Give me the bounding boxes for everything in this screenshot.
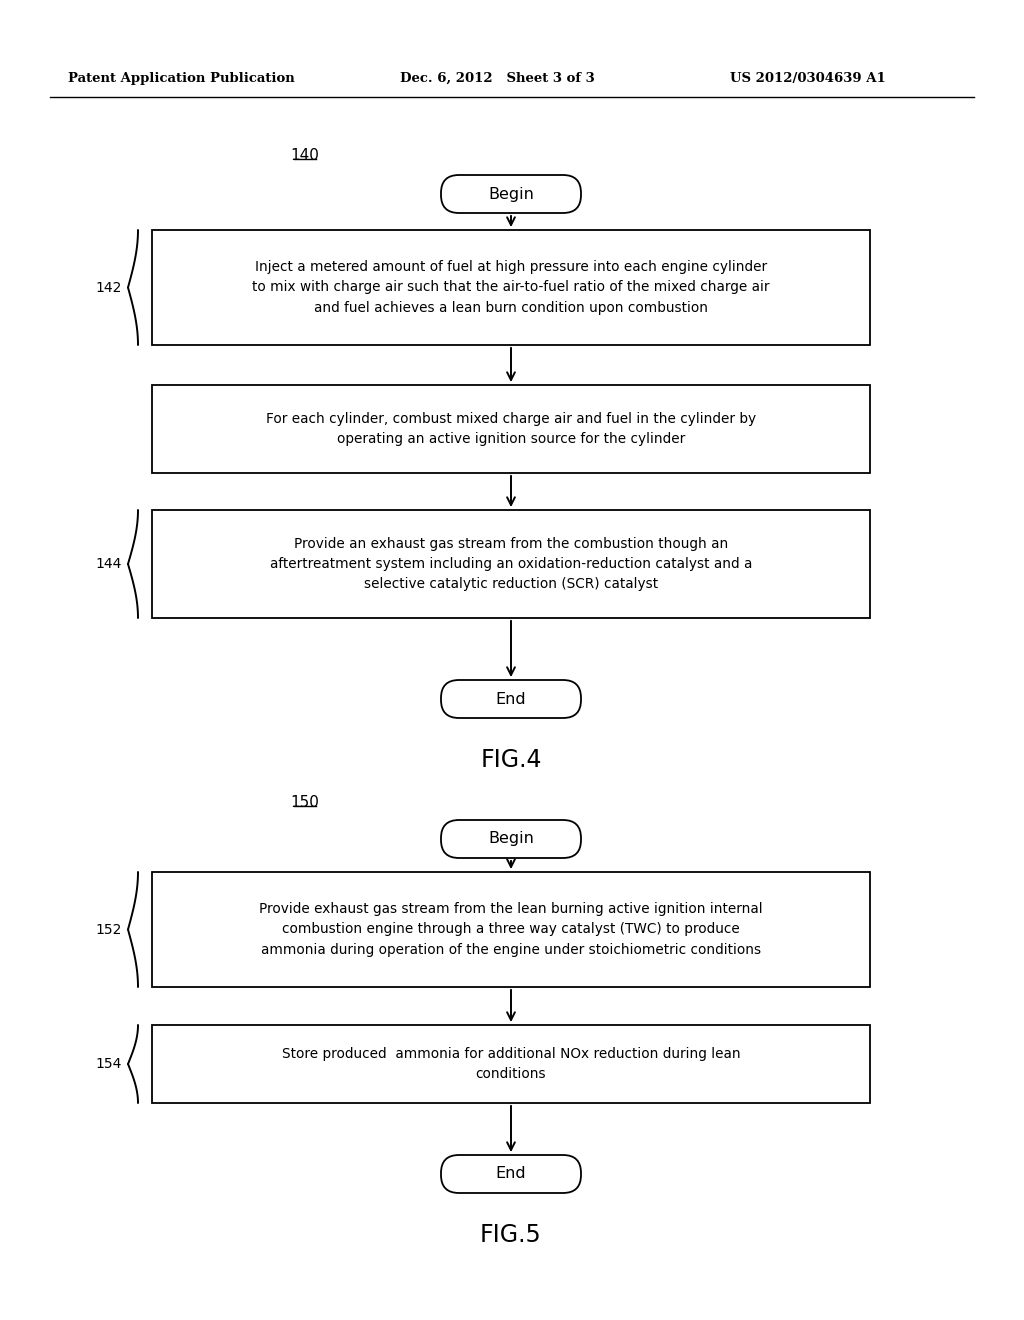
Text: 154: 154 <box>95 1057 122 1071</box>
Text: For each cylinder, combust mixed charge air and fuel in the cylinder by
operatin: For each cylinder, combust mixed charge … <box>266 412 756 446</box>
Text: 142: 142 <box>95 281 122 294</box>
FancyBboxPatch shape <box>152 873 870 987</box>
Text: Begin: Begin <box>488 186 534 202</box>
FancyBboxPatch shape <box>441 820 581 858</box>
Text: Dec. 6, 2012   Sheet 3 of 3: Dec. 6, 2012 Sheet 3 of 3 <box>400 73 595 84</box>
FancyBboxPatch shape <box>441 680 581 718</box>
Text: End: End <box>496 1167 526 1181</box>
Text: FIG.5: FIG.5 <box>480 1224 542 1247</box>
Text: US 2012/0304639 A1: US 2012/0304639 A1 <box>730 73 886 84</box>
Text: Store produced  ammonia for additional NOx reduction during lean
conditions: Store produced ammonia for additional NO… <box>282 1047 740 1081</box>
FancyBboxPatch shape <box>152 230 870 345</box>
Text: End: End <box>496 692 526 706</box>
Text: Inject a metered amount of fuel at high pressure into each engine cylinder
to mi: Inject a metered amount of fuel at high … <box>252 260 770 314</box>
Text: Patent Application Publication: Patent Application Publication <box>68 73 295 84</box>
FancyBboxPatch shape <box>441 1155 581 1193</box>
FancyBboxPatch shape <box>152 510 870 618</box>
FancyBboxPatch shape <box>441 176 581 213</box>
Text: 152: 152 <box>95 923 122 936</box>
Text: Provide an exhaust gas stream from the combustion though an
aftertreatment syste: Provide an exhaust gas stream from the c… <box>269 537 753 591</box>
Text: FIG.4: FIG.4 <box>480 748 542 772</box>
Text: 144: 144 <box>95 557 122 572</box>
Text: 140: 140 <box>291 148 319 162</box>
Text: Provide exhaust gas stream from the lean burning active ignition internal
combus: Provide exhaust gas stream from the lean… <box>259 903 763 957</box>
Text: 150: 150 <box>291 795 319 810</box>
Text: Begin: Begin <box>488 832 534 846</box>
FancyBboxPatch shape <box>152 385 870 473</box>
FancyBboxPatch shape <box>152 1026 870 1104</box>
